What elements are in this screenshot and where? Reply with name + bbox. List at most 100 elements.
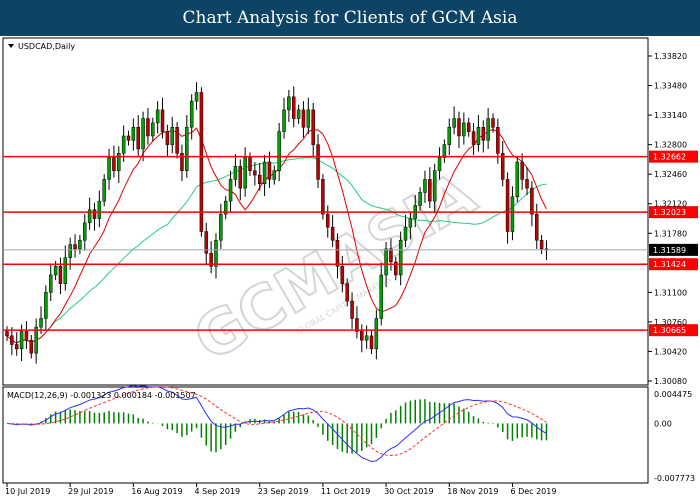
candle: [253, 162, 257, 186]
candle-body: [68, 244, 72, 258]
candle: [408, 211, 413, 240]
candle: [165, 124, 170, 157]
candle-body: [185, 127, 189, 171]
macd-main-line: [6, 385, 547, 463]
candle-body: [374, 318, 379, 350]
candle: [418, 187, 422, 211]
candle-body: [83, 222, 87, 241]
candle: [326, 205, 330, 238]
candle: [151, 117, 155, 142]
candle-body: [194, 92, 199, 102]
candle: [505, 172, 510, 244]
candle-body: [321, 179, 325, 215]
page-title: Chart Analysis for Clients of GCM Asia: [0, 0, 700, 36]
candle-body: [63, 257, 68, 284]
candle-body: [403, 226, 408, 241]
candle-body: [257, 174, 262, 184]
candle: [432, 163, 437, 214]
candle: [296, 104, 301, 124]
candle: [160, 97, 165, 139]
candle: [10, 327, 14, 355]
candle-body: [355, 318, 359, 332]
x-tick-label: 16 Aug 2019: [131, 487, 182, 496]
candle: [355, 306, 359, 339]
candle-body: [131, 127, 136, 141]
candle-body: [112, 157, 116, 171]
level-price-tag: [649, 206, 698, 219]
candle-body: [384, 248, 388, 276]
candle-body: [326, 213, 330, 228]
candle: [447, 118, 452, 156]
candle: [29, 334, 34, 359]
candle: [141, 111, 145, 162]
candle-body: [471, 131, 476, 145]
candle-body: [296, 109, 301, 119]
candle: [233, 154, 238, 187]
candle-body: [34, 326, 38, 354]
level-price-label: 1.31424: [653, 260, 686, 269]
candle: [389, 238, 393, 271]
candle-body: [228, 179, 233, 202]
candle-body: [189, 100, 194, 128]
candle-body: [151, 122, 155, 137]
candle: [131, 118, 136, 151]
candle: [360, 324, 364, 353]
candle: [97, 190, 102, 228]
candle: [189, 94, 194, 140]
candle: [534, 203, 539, 249]
candle-body: [5, 331, 9, 337]
candle-body: [476, 127, 481, 145]
candle-body: [97, 200, 102, 219]
candle: [330, 215, 335, 248]
x-tick-label: 23 Sep 2019: [258, 487, 309, 496]
candle-body: [505, 179, 510, 232]
candle-body: [447, 127, 452, 145]
candle: [107, 148, 111, 190]
y-tick-label: 1.33480: [654, 82, 687, 91]
candle-body: [520, 161, 524, 180]
candle-body: [44, 292, 48, 319]
candle: [78, 235, 82, 255]
macd-y-tick-label: 0.004475: [654, 390, 692, 399]
candle: [462, 112, 466, 145]
level-price-tag: [649, 258, 698, 271]
candle-body: [58, 266, 63, 284]
candle-body: [141, 118, 145, 150]
candle-body: [73, 244, 77, 250]
candle: [155, 101, 160, 134]
candle: [287, 89, 291, 123]
candle: [102, 174, 106, 207]
candle-body: [389, 248, 393, 263]
candle-body: [121, 135, 126, 154]
candle-body: [515, 161, 520, 198]
candle: [398, 231, 403, 286]
candle: [73, 234, 77, 258]
candle: [136, 115, 140, 156]
candle-body: [272, 170, 277, 180]
candle: [510, 186, 515, 241]
candle: [175, 122, 179, 159]
candle-body: [253, 170, 257, 176]
candle-body: [243, 157, 247, 189]
candle-body: [29, 339, 34, 354]
x-tick-label: 6 Dec 2019: [510, 487, 556, 496]
y-tick-label: 1.33820: [654, 52, 687, 61]
candle-body: [78, 239, 82, 250]
candle: [500, 141, 505, 187]
candle: [476, 115, 481, 152]
candle: [466, 117, 471, 137]
candle: [219, 203, 223, 249]
candle: [491, 113, 495, 133]
level-price-label: 1.32662: [653, 153, 686, 162]
candle: [530, 181, 534, 227]
candle-body: [457, 118, 461, 137]
candle-body: [316, 144, 320, 180]
x-tick-label: 18 Nov 2019: [447, 487, 498, 496]
dropdown-triangle-icon[interactable]: [8, 44, 14, 48]
candle: [394, 256, 398, 281]
candle: [437, 147, 442, 180]
candle-body: [39, 318, 43, 328]
candle-body: [496, 127, 500, 154]
candle-body: [491, 118, 495, 128]
